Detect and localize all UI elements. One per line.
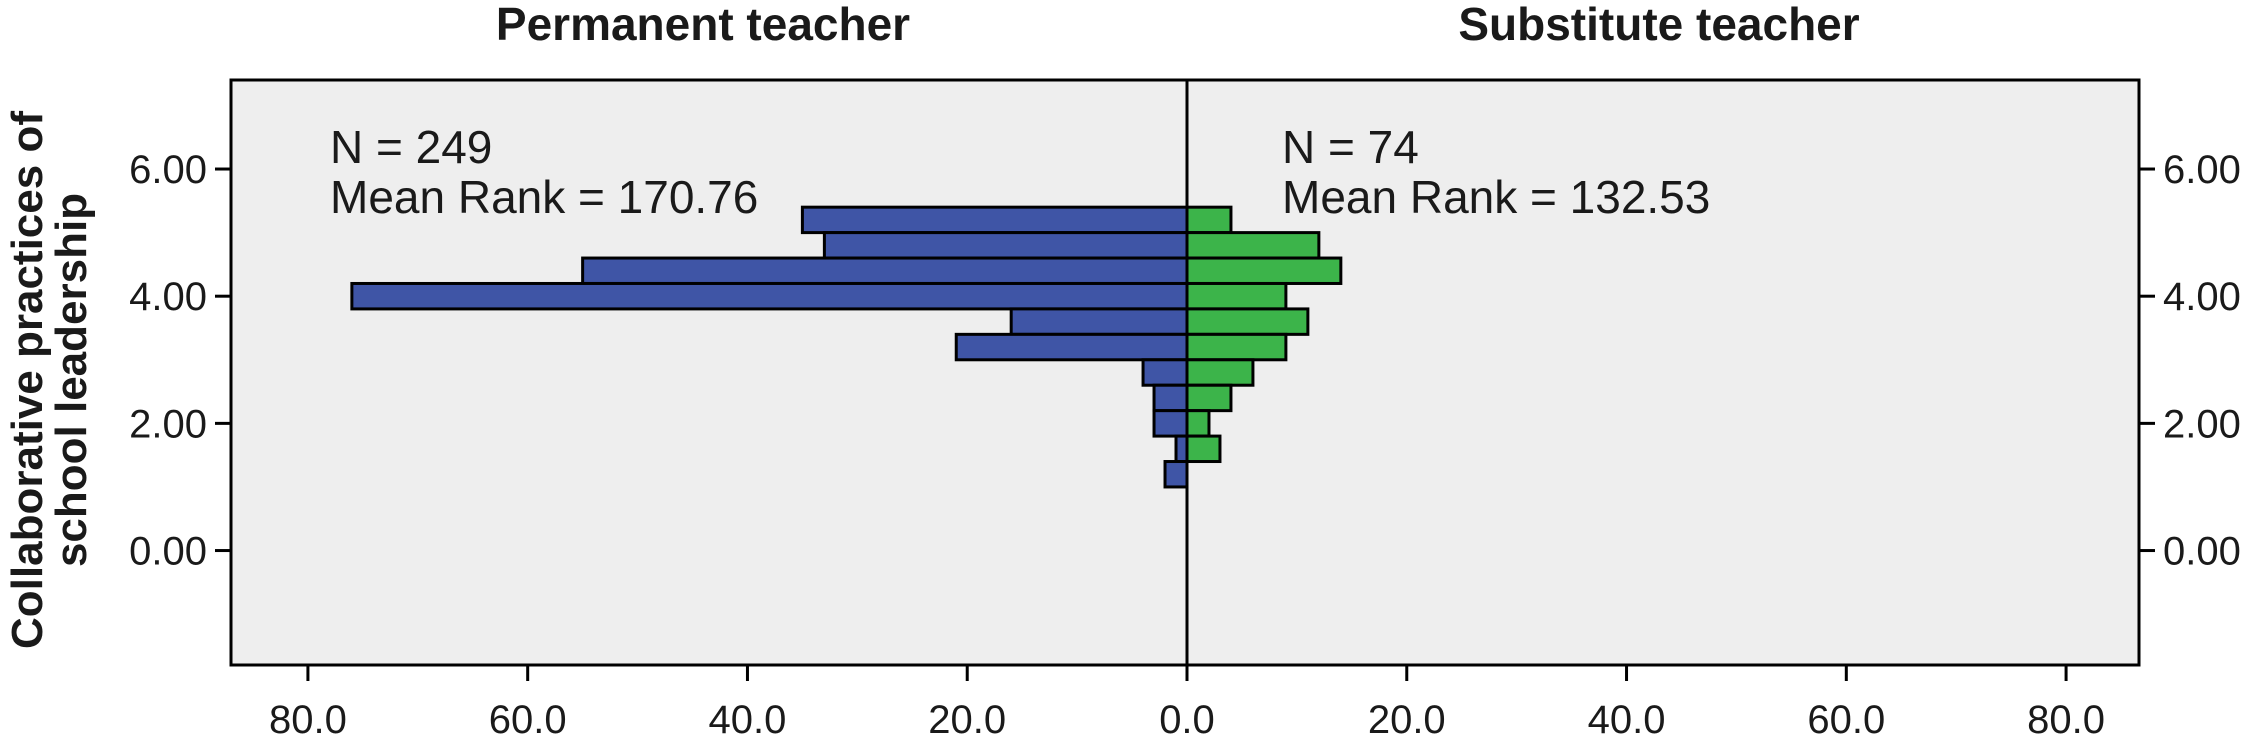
y-tick-label-left: 2.00 [129,402,207,446]
x-tick-label: 60.0 [1807,698,1885,742]
bar-permanent [1163,460,1189,489]
x-tick-label: 80.0 [2027,698,2105,742]
y-tick-label-right: 6.00 [2163,148,2241,192]
n-label-substitute: N = 74 [1282,121,1419,173]
annotation-substitute: N = 74 Mean Rank = 132.53 [1282,121,1710,223]
y-tick-label-right: 0.00 [2163,530,2241,574]
title-substitute-teacher: Substitute teacher [1458,0,1859,50]
y-axis-label-line-2: school leadership [47,193,96,567]
y-axis-label: Collaborative practices of school leader… [3,111,96,649]
x-ticks-layer: 80.0 60.0 40.0 20.0 0.0 20.0 40.0 60.0 80.0 [269,665,2105,742]
bar-substitute [1185,307,1310,336]
y-tick-label-left: 6.00 [129,148,207,192]
bar-permanent [1174,434,1189,464]
bar-substitute [1185,205,1233,235]
bar-substitute [1185,383,1233,413]
x-tick-label: 80.0 [269,698,347,742]
bar-permanent [350,281,1189,311]
mean-rank-label-substitute: Mean Rank = 132.53 [1282,171,1710,223]
x-tick-label: 0.0 [1159,698,1215,742]
bars-layer [350,205,1343,489]
n-label-permanent: N = 249 [330,121,492,173]
bar-permanent [954,332,1189,362]
bar-substitute [1185,434,1222,464]
title-permanent-teacher: Permanent teacher [496,0,910,50]
x-tick-label: 40.0 [709,698,787,742]
x-tick-label: 60.0 [489,698,567,742]
bar-permanent [1009,307,1189,336]
bar-permanent [1152,409,1189,438]
bar-permanent [822,231,1189,260]
bar-substitute [1185,409,1211,438]
bar-substitute [1185,281,1288,311]
x-tick-label: 20.0 [1368,698,1446,742]
bar-permanent [1141,358,1189,387]
x-tick-label: 20.0 [928,698,1006,742]
bar-substitute [1185,332,1288,362]
y-tick-label-left: 4.00 [129,275,207,319]
mean-rank-label-permanent: Mean Rank = 170.76 [330,171,758,223]
y-tick-label-left: 0.00 [129,530,207,574]
bar-permanent [1152,383,1189,413]
y-tick-label-right: 4.00 [2163,275,2241,319]
y-tick-label-right: 2.00 [2163,402,2241,446]
bar-substitute [1185,231,1321,260]
bar-substitute [1185,358,1255,387]
bar-permanent [581,256,1189,285]
bar-permanent [800,205,1189,235]
annotation-permanent: N = 249 Mean Rank = 170.76 [330,121,758,223]
x-tick-label: 40.0 [1588,698,1666,742]
bar-substitute [1185,256,1343,285]
y-axis-label-line-1: Collaborative practices of [3,111,52,649]
y-ticks-layer: 0.00 0.00 2.00 2.00 4.00 4.00 6.00 6.00 [129,148,2241,574]
